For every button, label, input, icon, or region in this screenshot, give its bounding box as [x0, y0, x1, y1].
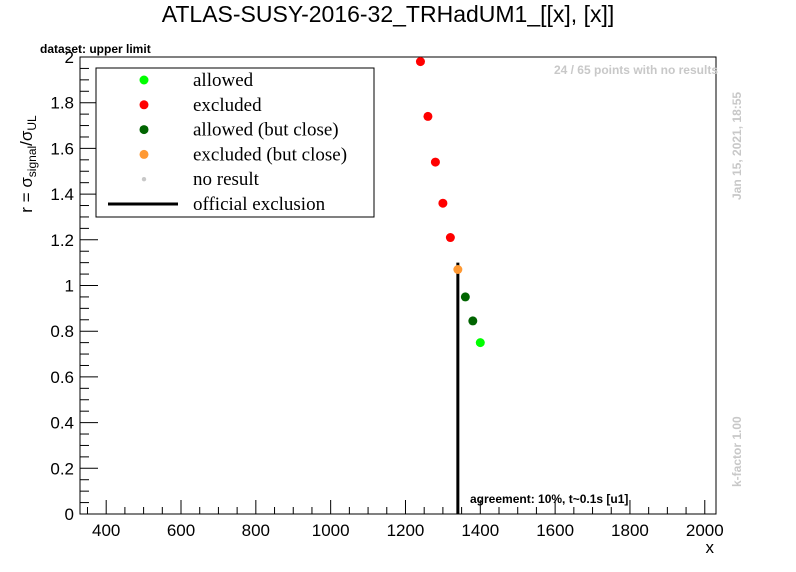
data-point-excluded	[438, 198, 448, 208]
y-tick-label: 1.6	[50, 139, 74, 158]
legend-marker-swatch	[139, 100, 149, 110]
y-tick-label: 1.2	[50, 231, 74, 250]
data-point-excluded	[445, 233, 455, 243]
legend-marker-swatch	[139, 75, 149, 85]
x-axis-label: x	[706, 538, 715, 557]
y-tick-label: 0.6	[50, 368, 74, 387]
y-tick-label: 0	[65, 505, 74, 524]
y-label-prefix: r = σ	[17, 177, 36, 213]
y-label-sub-signal: signal	[25, 146, 39, 177]
data-point-allowed-but-close	[460, 292, 470, 302]
y-label-sub-ul: UL	[25, 115, 39, 131]
y-tick-label: 0.4	[50, 414, 74, 433]
data-points	[415, 57, 485, 348]
legend-entry-label: excluded	[193, 95, 262, 116]
y-tick-label: 1.4	[50, 185, 74, 204]
timestamp-label: Jan 15, 2021, 18:55	[730, 92, 744, 200]
y-tick-label: 2	[65, 48, 74, 67]
legend-entry-label: allowed (but close)	[193, 120, 339, 141]
data-point-allowed	[475, 338, 485, 348]
axis-ticks	[80, 56, 706, 515]
data-point-excluded	[415, 57, 425, 67]
data-point-excluded-but-close	[453, 265, 463, 275]
legend-entry-label: allowed	[193, 70, 254, 91]
data-point-allowed-but-close	[468, 316, 478, 326]
y-axis-label: r = σsignal/σUL	[17, 115, 39, 213]
data-point-excluded	[430, 157, 440, 167]
x-tick-label: 1200	[387, 521, 425, 540]
y-label-slash: /σ	[17, 130, 36, 146]
legend-marker-swatch	[139, 149, 149, 159]
agreement-note: agreement: 10%, t~0.1s [u1]	[470, 492, 628, 506]
x-tick-label: 1600	[536, 521, 574, 540]
x-tick-label: 2000	[686, 521, 724, 540]
x-tick-label: 1800	[611, 521, 649, 540]
legend-entry-label: no result	[193, 169, 260, 190]
no-results-note: 24 / 65 points with no results	[554, 63, 718, 77]
legend-marker-swatch	[139, 125, 149, 135]
legend-entry-label: official exclusion	[193, 194, 326, 215]
kfactor-label: k-factor 1.00	[730, 416, 744, 487]
x-tick-label: 800	[242, 521, 270, 540]
legend-marker-swatch	[141, 177, 147, 182]
y-tick-label: 0.8	[50, 322, 74, 341]
y-tick-label: 0.2	[50, 459, 74, 478]
legend: allowed excluded allowed (but close) exclud…	[95, 67, 375, 218]
dataset-label: dataset: upper limit	[40, 42, 151, 56]
y-tick-label: 1	[65, 277, 74, 296]
x-tick-label: 600	[167, 521, 195, 540]
data-point-excluded	[423, 111, 433, 121]
legend-box	[95, 67, 375, 218]
x-tick-label: 1400	[461, 521, 499, 540]
y-tick-label: 1.8	[50, 94, 74, 113]
legend-entry-label: excluded (but close)	[193, 144, 347, 165]
x-tick-label: 400	[92, 521, 120, 540]
chart-title: ATLAS-SUSY-2016-32_TRHadUM1_[[x], [x]]	[162, 1, 615, 27]
x-tick-label: 1000	[312, 521, 350, 540]
tick-labels: 400 600 800 1000 1200 1400 1600 1800 2000 0 0.2 0.4…	[50, 48, 723, 540]
